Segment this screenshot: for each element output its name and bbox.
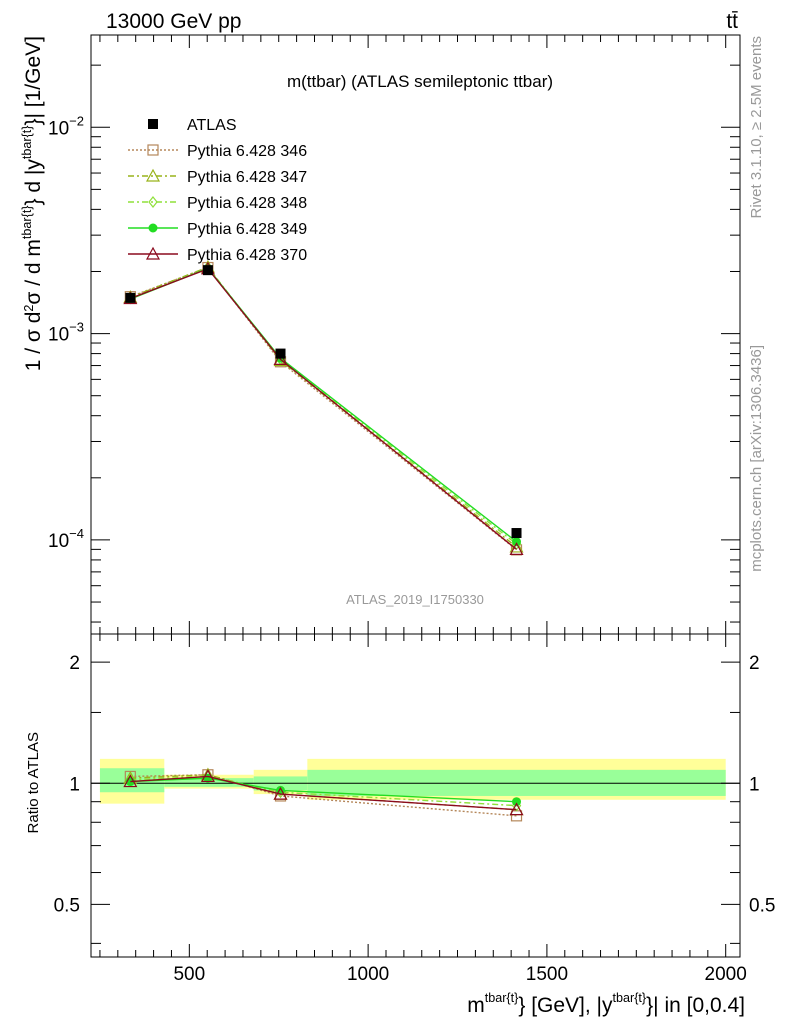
series-layer bbox=[123, 259, 524, 822]
legend-label: Pythia 6.428 346 bbox=[187, 143, 307, 160]
y-tick-label-ratio-right: 1 bbox=[749, 774, 760, 795]
legend-label: Pythia 6.428 348 bbox=[187, 195, 307, 212]
series-line-main bbox=[130, 267, 517, 550]
side-rivet: Rivet 3.1.10, ≥ 2.5M events bbox=[748, 36, 765, 219]
atlas-data-point bbox=[202, 265, 213, 276]
x-tick-label: 2000 bbox=[705, 964, 747, 985]
plot-subtitle: m(ttbar) (ATLAS semileptonic ttbar) bbox=[287, 72, 553, 91]
y-tick-label-ratio: 2 bbox=[69, 653, 80, 674]
series-point-ratio bbox=[512, 797, 522, 807]
energy-label: 13000 GeV pp bbox=[106, 10, 241, 33]
y-axis-label-main: 1 / σ d2σ / d mtbar{t}} d |ytbar{t}}| [1… bbox=[20, 36, 45, 371]
x-tick-label: 500 bbox=[173, 964, 205, 985]
series-1 bbox=[124, 261, 523, 822]
x-tick-label: 1000 bbox=[347, 964, 389, 985]
process-label: tt̄ bbox=[726, 10, 738, 33]
atlas-data-point bbox=[275, 348, 286, 359]
legend-marker bbox=[145, 246, 161, 260]
x-axis-label: mtbar{t}} [GeV], |ytbar{t}}| in [0,0.4] bbox=[467, 991, 745, 1017]
legend-label: Pythia 6.428 349 bbox=[187, 221, 307, 238]
x-tick-label: 1500 bbox=[526, 964, 568, 985]
series-point-ratio bbox=[123, 774, 138, 788]
series-point-main bbox=[509, 542, 524, 555]
legend-marker bbox=[145, 168, 161, 182]
series-point-ratio bbox=[509, 802, 524, 816]
series-3 bbox=[125, 262, 522, 812]
y-tick-label-main: 10−4 bbox=[48, 526, 84, 552]
y-tick-label-main: 10−2 bbox=[48, 113, 84, 139]
legend-label: Pythia 6.428 370 bbox=[187, 247, 307, 264]
legend-marker bbox=[147, 144, 159, 156]
series-line-main bbox=[130, 266, 517, 548]
y-axis-label-ratio: Ratio to ATLAS bbox=[25, 732, 42, 833]
series-4 bbox=[125, 263, 522, 807]
axis-ticks: 500 1000 1500 2000 10−4 10−3 10−2 0.5 0.5 1 1 2 2 bbox=[48, 35, 775, 985]
legend: ATLAS Pythia 6.428 346 Pythia 6.428 347 Pyt… bbox=[128, 117, 307, 264]
ratio-panel-frame bbox=[90, 633, 741, 958]
series-line-main bbox=[130, 267, 517, 543]
series-point-ratio bbox=[510, 810, 523, 822]
legend-label: Pythia 6.428 347 bbox=[187, 169, 307, 186]
side-site: mcplots.cern.ch [arXiv:1306.3436] bbox=[748, 345, 765, 572]
y-tick-label-ratio: 1 bbox=[69, 774, 80, 795]
legend-marker bbox=[148, 196, 158, 208]
series-point-main bbox=[273, 352, 288, 365]
series-line-ratio bbox=[130, 777, 517, 803]
series-2 bbox=[123, 259, 524, 816]
series-point-ratio bbox=[273, 786, 288, 800]
series-point-ratio bbox=[200, 769, 215, 783]
legend-marker-atlas bbox=[148, 119, 158, 129]
y-tick-label-ratio-right: 0.5 bbox=[749, 895, 775, 916]
y-tick-label-ratio: 0.5 bbox=[54, 895, 80, 916]
series-line-main bbox=[130, 266, 517, 551]
legend-marker bbox=[148, 223, 158, 233]
atlas-data bbox=[125, 265, 522, 539]
series-5 bbox=[123, 261, 524, 816]
y-tick-label-ratio-right: 2 bbox=[749, 653, 760, 674]
atlas-data-point bbox=[125, 292, 136, 303]
y-tick-label-main: 10−3 bbox=[48, 320, 84, 346]
analysis-id: ATLAS_2019_I1750330 bbox=[346, 592, 484, 607]
series-line-ratio bbox=[130, 775, 517, 811]
atlas-data-point bbox=[511, 528, 522, 539]
legend-label-atlas: ATLAS bbox=[187, 117, 237, 134]
ratio-uncertainty-bands bbox=[91, 758, 740, 804]
